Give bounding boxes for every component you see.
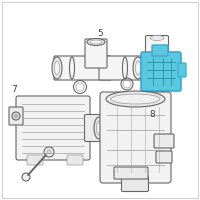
Circle shape xyxy=(14,114,18,117)
FancyBboxPatch shape xyxy=(141,52,181,91)
Ellipse shape xyxy=(87,38,105,46)
Circle shape xyxy=(44,147,54,157)
Circle shape xyxy=(12,112,20,120)
FancyBboxPatch shape xyxy=(85,39,107,68)
Circle shape xyxy=(47,150,51,154)
FancyBboxPatch shape xyxy=(16,96,90,160)
Ellipse shape xyxy=(94,117,104,139)
Text: 7: 7 xyxy=(11,85,17,94)
Ellipse shape xyxy=(106,91,165,107)
Text: 5: 5 xyxy=(97,29,103,38)
Ellipse shape xyxy=(150,36,164,40)
Ellipse shape xyxy=(96,121,102,135)
FancyBboxPatch shape xyxy=(156,151,172,163)
FancyBboxPatch shape xyxy=(99,56,141,80)
FancyBboxPatch shape xyxy=(154,134,174,148)
FancyBboxPatch shape xyxy=(9,107,23,125)
Ellipse shape xyxy=(136,61,140,75)
Ellipse shape xyxy=(52,57,62,79)
FancyBboxPatch shape xyxy=(27,155,43,165)
FancyBboxPatch shape xyxy=(100,92,171,183)
Circle shape xyxy=(22,173,30,181)
FancyBboxPatch shape xyxy=(114,167,148,179)
Ellipse shape xyxy=(111,94,160,104)
FancyBboxPatch shape xyxy=(146,36,168,53)
Ellipse shape xyxy=(133,57,143,79)
FancyBboxPatch shape xyxy=(67,155,83,165)
Ellipse shape xyxy=(54,61,60,75)
FancyBboxPatch shape xyxy=(152,45,168,56)
Ellipse shape xyxy=(90,40,102,44)
FancyBboxPatch shape xyxy=(178,63,186,77)
Text: 8: 8 xyxy=(149,110,155,118)
FancyBboxPatch shape xyxy=(54,56,111,80)
FancyBboxPatch shape xyxy=(122,176,148,192)
FancyBboxPatch shape xyxy=(84,114,102,142)
